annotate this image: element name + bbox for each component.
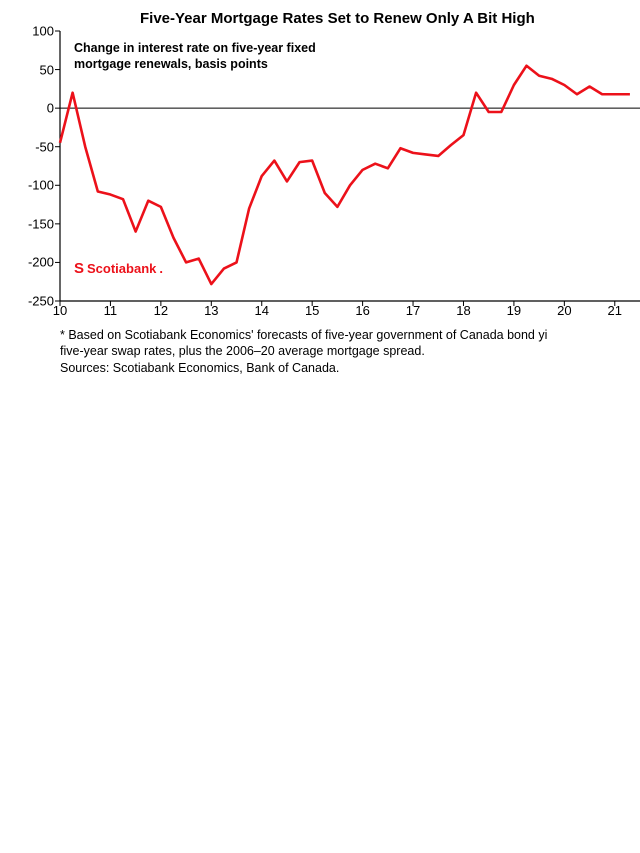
footnote-line2: five-year swap rates, plus the 2006–20 a… [60,344,425,358]
brand-dot: . [159,261,163,276]
footnote-line3: Sources: Scotiabank Economics, Bank of C… [60,361,339,375]
plot-area: 100500-50-100-150-200-250 Change in inte… [60,31,640,301]
xtick-label: 14 [255,303,269,318]
ytick-label: 50 [14,62,54,77]
ytick-label: 100 [14,24,54,39]
footnote-line1: * Based on Scotiabank Economics' forecas… [60,328,547,342]
series-description-line2: mortgage renewals, basis points [74,57,268,71]
brand-s-icon: S [74,260,84,277]
chart-container: Five-Year Mortgage Rates Set to Renew On… [0,0,640,376]
data-series-line [60,66,630,284]
ytick-label: -150 [14,216,54,231]
xtick-label: 17 [406,303,420,318]
xtick-label: 11 [104,303,118,318]
series-description: Change in interest rate on five-year fix… [74,41,316,72]
xtick-label: 12 [154,303,168,318]
chart-footnote: * Based on Scotiabank Economics' forecas… [60,327,640,376]
chart-title: Five-Year Mortgage Rates Set to Renew On… [140,0,640,31]
ytick-label: -50 [14,139,54,154]
xtick-label: 16 [355,303,369,318]
ytick-label: -100 [14,178,54,193]
x-axis-ticks: 101112131415161718192021 [60,301,640,321]
xtick-label: 20 [557,303,571,318]
xtick-label: 19 [507,303,521,318]
xtick-label: 13 [204,303,218,318]
ytick-label: 0 [14,101,54,116]
xtick-label: 15 [305,303,319,318]
xtick-label: 18 [456,303,470,318]
xtick-label: 10 [53,303,67,318]
xtick-label: 21 [608,303,622,318]
ytick-label: -250 [14,294,54,309]
brand-logo: S Scotiabank. [74,260,163,277]
ytick-label: -200 [14,255,54,270]
brand-text: Scotiabank [87,261,156,276]
series-description-line1: Change in interest rate on five-year fix… [74,41,316,55]
